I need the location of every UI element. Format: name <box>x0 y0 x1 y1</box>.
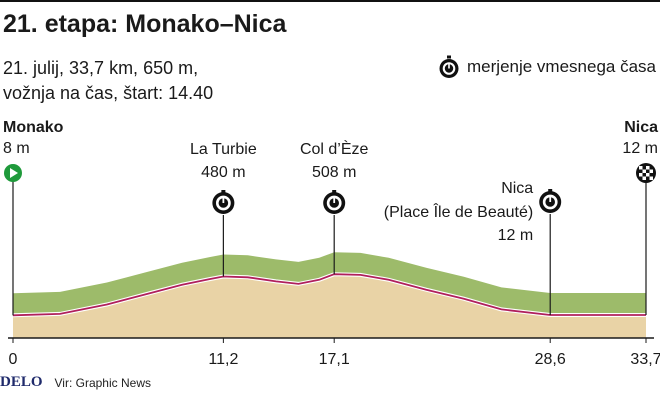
checkpoint-name: La Turbie <box>190 141 257 158</box>
checkered-flag-icon <box>636 163 656 183</box>
checkpoint-name: Col d’Èze <box>300 139 369 158</box>
chart-subtitle: 21. julij, 33,7 km, 650 m, vožnja na čas… <box>3 56 213 106</box>
top-rule <box>0 0 660 2</box>
route-line <box>12 273 646 317</box>
footer: DELO Vir: Graphic News <box>0 374 151 391</box>
x-tick-label: 17,1 <box>319 351 350 368</box>
start-elevation: 8 m <box>3 140 30 157</box>
stopwatch-icon <box>212 190 235 214</box>
checkpoint-elevation: 508 m <box>312 164 356 181</box>
play-icon <box>10 168 18 178</box>
x-tick-label: 11,2 <box>208 351 238 368</box>
brand-logo: DELO <box>0 374 43 390</box>
x-tick-label: 28,6 <box>535 351 566 368</box>
stopwatch-icon <box>437 55 461 79</box>
stopwatch-icon <box>539 189 562 213</box>
checkpoint-elevation: 480 m <box>201 164 245 181</box>
checkpoint-elevation: 12 m <box>498 227 534 244</box>
terrain-area <box>13 274 646 338</box>
finish-name: Nica <box>624 119 658 136</box>
checkpoint-name-extra: (Place Île de Beauté) <box>384 202 533 221</box>
legend: merjenje vmesnega časa <box>437 55 656 79</box>
source-credit: Vir: Graphic News <box>54 375 151 390</box>
checkpoint-name: Nica <box>501 180 533 197</box>
hill-band <box>13 252 646 316</box>
x-tick-label: 33,7 <box>630 351 660 368</box>
chart-title: 21. etapa: Monako–Nica <box>3 10 287 38</box>
x-tick-label: 0 <box>9 351 18 368</box>
subtitle-line: vožnja na čas, štart: 14.40 <box>3 83 214 103</box>
finish-elevation: 12 m <box>622 140 658 157</box>
start-name: Monako <box>3 119 64 136</box>
legend-label: merjenje vmesnega časa <box>467 57 656 76</box>
stopwatch-icon <box>323 190 346 214</box>
subtitle-line: 21. julij, 33,7 km, 650 m, <box>3 58 199 78</box>
